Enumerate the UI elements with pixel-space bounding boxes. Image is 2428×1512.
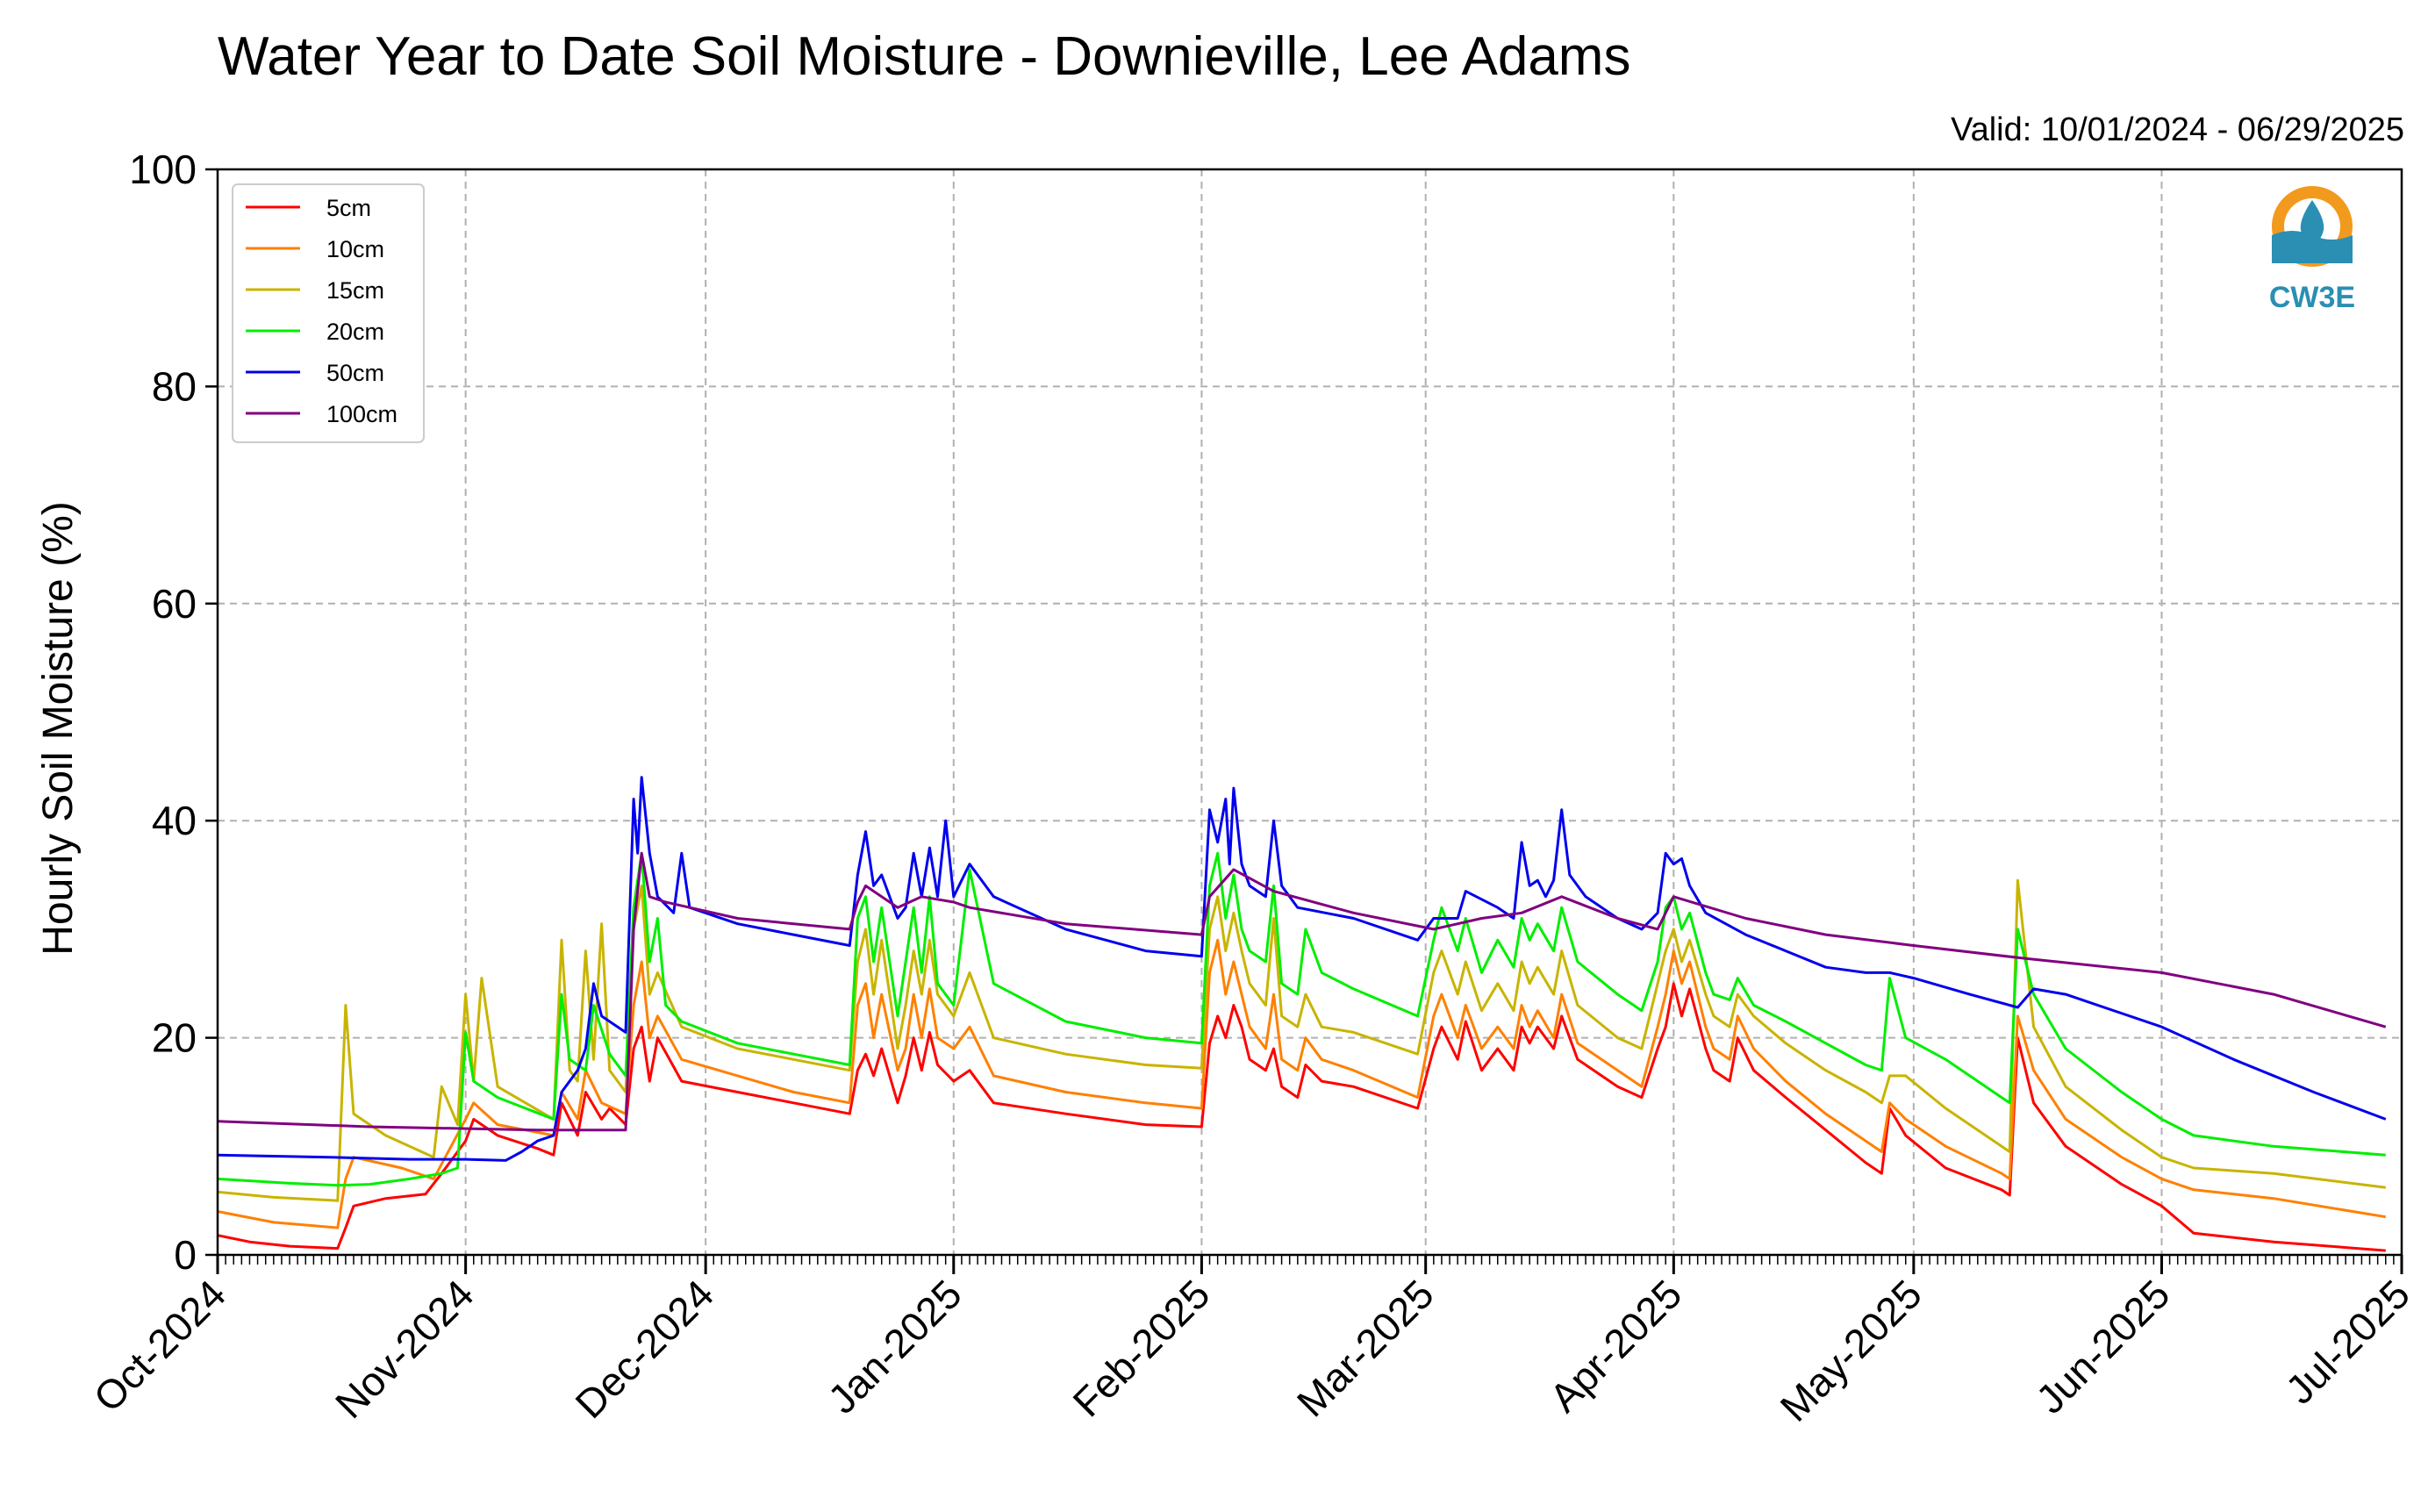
y-axis-label: Hourly Soil Moisture (%) [35,501,82,955]
legend-label-5cm: 5cm [326,195,371,221]
y-tick-label: 60 [152,581,197,627]
water-drop-icon [2300,200,2324,242]
plot-frame [216,168,2403,1257]
legend-label-15cm: 15cm [326,277,384,304]
x-tick-label: Oct-2024 [85,1271,235,1421]
x-tick-label: Apr-2025 [1541,1271,1691,1421]
series-line-15cm [217,878,2386,1202]
y-tick-label: 0 [174,1232,197,1278]
series-line-100cm [217,851,2387,1132]
x-tick-labels: Oct-2024 Nov-2024 Dec-2024 Jan-2025 Feb-2025… [85,1271,2419,1430]
x-tick-label: Jan-2025 [819,1271,970,1422]
legend-label-100cm: 100cm [326,401,398,427]
legend-label-50cm: 50cm [326,360,384,386]
y-tick-label: 40 [152,798,197,843]
logo-wave-band [2272,231,2353,263]
x-tick-label: May-2025 [1772,1271,1930,1430]
chart-subtitle: Valid: 10/01/2024 - 06/29/2025 [1951,111,2404,148]
legend-label-20cm: 20cm [326,319,384,345]
grid-lines [218,169,2402,1255]
y-tick-label: 100 [129,147,197,192]
series-line-5cm [217,982,2386,1252]
y-tick-label: 80 [152,363,197,409]
x-tick-label: Mar-2025 [1288,1271,1443,1425]
legend: 5cm 10cm 15cm 20cm 50cm 100cm [232,183,425,443]
chart-title: Water Year to Date Soil Moisture - Downi… [218,26,1630,87]
x-tick-label: Jul-2025 [2277,1271,2419,1413]
series-line-50cm [217,776,2387,1162]
axis-ticks [205,168,2403,1274]
series-line-20cm [217,851,2386,1187]
series-layer [217,776,2387,1252]
x-tick-label: Feb-2025 [1064,1271,1218,1425]
series-line-10cm [217,938,2387,1229]
logo-text: CW3E [2269,281,2355,314]
cw3e-logo: CW3E [2269,186,2355,314]
x-tick-label: Jun-2025 [2027,1271,2178,1422]
y-tick-labels: 0 20 40 60 80 100 [129,147,197,1278]
x-tick-label: Nov-2024 [326,1271,483,1427]
x-tick-label: Dec-2024 [566,1271,722,1427]
legend-label-10cm: 10cm [326,236,384,262]
y-tick-label: 20 [152,1015,197,1061]
